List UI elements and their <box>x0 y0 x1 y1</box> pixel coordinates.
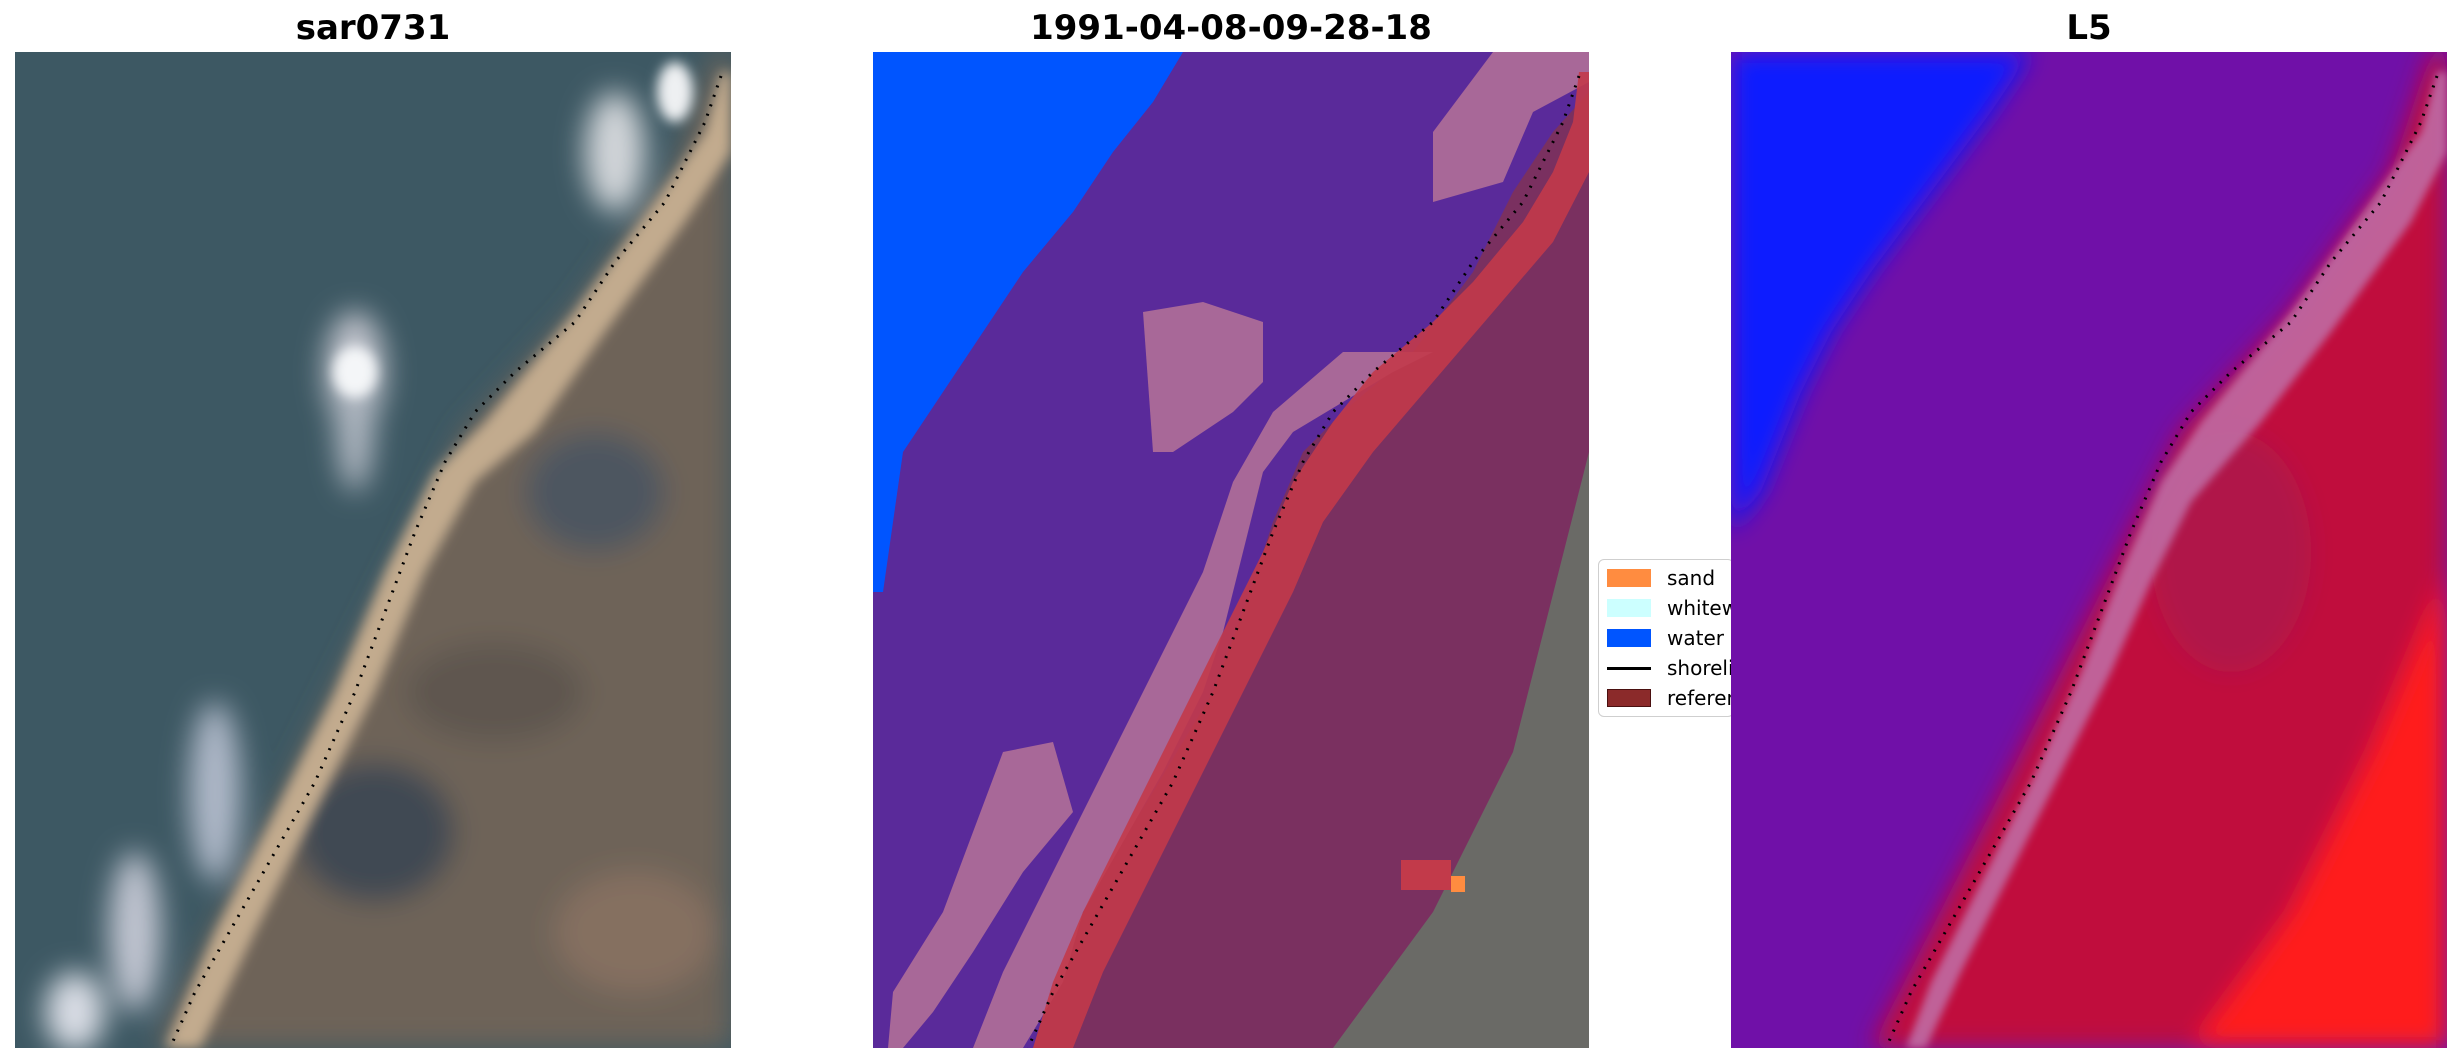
water-class <box>873 52 1183 592</box>
whitewater-swatch <box>1607 599 1651 617</box>
index-water <box>1731 52 2031 532</box>
panel-title-index: L5 <box>2066 8 2112 48</box>
legend-label-shoreline: shoreline <box>1667 656 1734 680</box>
panel-title-classification: 1991-04-08-09-28-18 <box>1030 8 1432 48</box>
classification-panel <box>873 52 1589 1048</box>
legend-label-sand: sand <box>1667 566 1716 590</box>
panel-title-rgb: sar0731 <box>295 8 451 48</box>
sand-pixel <box>1451 876 1465 892</box>
legend-item-shoreline: shoreline <box>1607 655 1734 681</box>
sand-edge <box>1033 72 1589 1048</box>
index-image <box>1731 52 2447 1048</box>
reference-swatch <box>1607 689 1651 707</box>
shoreline-swatch <box>1607 659 1651 677</box>
sand-swatch <box>1607 569 1651 587</box>
classification-image <box>873 52 1589 1048</box>
bare-land <box>1333 452 1589 1048</box>
legend-label-reference: reference <box>1667 686 1733 710</box>
whitewater-class <box>973 352 1433 1048</box>
water-swatch <box>1607 629 1651 647</box>
legend-item-reference: reference <box>1607 685 1733 711</box>
index-high <box>2191 572 2447 1048</box>
legend-item-water: water <box>1607 625 1724 651</box>
rgb-image <box>15 52 731 1048</box>
beach-strip <box>165 72 731 1048</box>
legend-item-sand: sand <box>1607 565 1715 591</box>
legend-label-water: water <box>1667 626 1724 650</box>
index-image-panel <box>1731 52 2447 1048</box>
rgb-image-panel <box>15 52 731 1048</box>
